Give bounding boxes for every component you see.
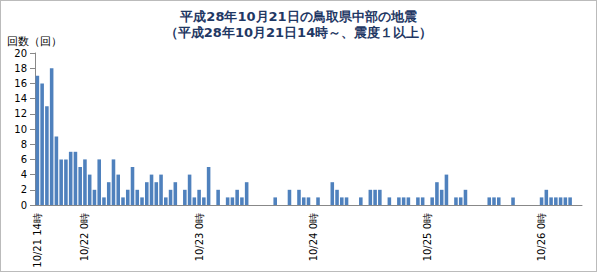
- svg-text:10/22 0時: 10/22 0時: [79, 213, 90, 261]
- svg-text:0: 0: [21, 200, 27, 211]
- svg-text:（平成28年10月21日14時～、震度１以上）: （平成28年10月21日14時～、震度１以上）: [165, 25, 432, 40]
- svg-text:10/25 0時: 10/25 0時: [422, 213, 433, 261]
- svg-text:6: 6: [21, 154, 27, 165]
- svg-text:2: 2: [21, 184, 27, 195]
- svg-text:18: 18: [14, 63, 27, 74]
- svg-text:8: 8: [21, 139, 27, 150]
- svg-text:回数（回）: 回数（回）: [7, 35, 62, 48]
- svg-text:10/24 0時: 10/24 0時: [308, 213, 319, 261]
- svg-text:16: 16: [14, 78, 27, 89]
- svg-text:20: 20: [14, 48, 27, 59]
- svg-text:4: 4: [21, 169, 27, 180]
- svg-text:平成28年10月21日の鳥取県中部の地震: 平成28年10月21日の鳥取県中部の地震: [179, 9, 416, 24]
- svg-text:12: 12: [14, 108, 27, 119]
- svg-text:10: 10: [14, 124, 27, 135]
- svg-text:10/26 0時: 10/26 0時: [536, 213, 547, 261]
- svg-text:14: 14: [14, 93, 27, 104]
- svg-text:10/21 14時: 10/21 14時: [32, 213, 43, 268]
- svg-text:10/23 0時: 10/23 0時: [194, 213, 205, 261]
